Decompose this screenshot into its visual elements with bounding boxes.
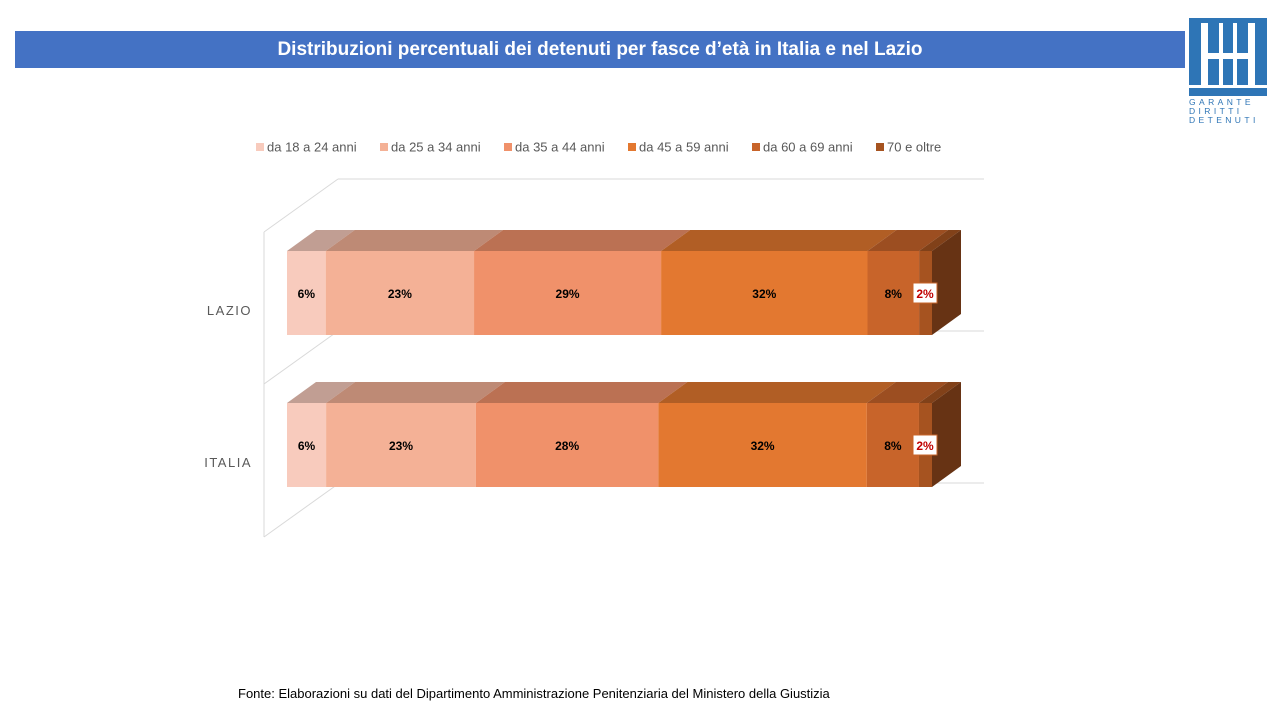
legend-label: da 45 a 59 anni <box>639 140 729 155</box>
data-label: 2% <box>916 439 934 453</box>
bar-segment <box>287 403 327 487</box>
legend-label: da 60 a 69 anni <box>763 140 853 155</box>
logo-text-detenuti: DETENUTI <box>1189 115 1259 125</box>
category-divider-line <box>263 330 339 385</box>
data-label: 32% <box>751 439 775 453</box>
bar-row-lazio <box>287 230 961 335</box>
data-label: 29% <box>556 287 580 301</box>
bar-segment <box>474 251 662 335</box>
logo-text-garante: GARANTE <box>1189 97 1254 107</box>
data-label: 6% <box>298 287 316 301</box>
side-wall-bottom-edge <box>263 483 339 538</box>
bar-segment-top <box>867 230 949 251</box>
bar-segment-top <box>661 230 897 251</box>
chart-frame <box>263 178 984 538</box>
bar-segment <box>475 403 659 487</box>
side-wall-top-edge <box>263 178 339 233</box>
legend-label: da 25 a 34 anni <box>391 140 481 155</box>
bar-segment-top <box>287 230 355 251</box>
garante-logo: GARANTE DIRITTI DETENUTI <box>1189 18 1269 126</box>
source-note: Fonte: Elaborazioni su dati del Dipartim… <box>238 686 830 701</box>
legend-swatch <box>876 143 884 151</box>
legend-swatch <box>752 143 760 151</box>
legend-label: 70 e oltre <box>887 140 941 155</box>
legend-item: da 45 a 59 anni <box>628 140 729 155</box>
bar-segment <box>325 251 475 335</box>
data-label: 8% <box>885 287 903 301</box>
legend-label: da 18 a 24 anni <box>267 140 357 155</box>
page-title: Distribuzioni percentuali dei detenuti p… <box>277 38 923 60</box>
data-label-box <box>912 282 938 304</box>
data-label-box <box>912 434 938 456</box>
data-label: 8% <box>884 439 902 453</box>
bar-segment-top <box>474 230 691 251</box>
bar-segment <box>326 403 476 487</box>
legend-item: da 60 a 69 anni <box>752 140 853 155</box>
data-label: 23% <box>388 287 412 301</box>
category-label: ITALIA <box>204 455 252 470</box>
chart-bars <box>287 230 961 487</box>
chart-labels: LAZIO ITALIA 6% 23% 29% 32% 8% 2% 6% 23% 28% 32% 8% 2… <box>204 282 938 470</box>
data-label: 6% <box>298 439 316 453</box>
bar-end-face <box>932 382 961 487</box>
data-label: 28% <box>555 439 579 453</box>
bar-segment-top <box>325 230 504 251</box>
bar-segment-top <box>866 382 948 403</box>
legend-item: da 35 a 44 anni <box>504 140 605 155</box>
legend-swatch <box>380 143 388 151</box>
bar-segment <box>866 403 919 487</box>
legend-item: da 25 a 34 anni <box>380 140 481 155</box>
data-label: 23% <box>389 439 413 453</box>
legend-item: 70 e oltre <box>876 140 941 155</box>
bar-segment-top <box>475 382 688 403</box>
legend-swatch <box>504 143 512 151</box>
bar-row-italia <box>287 382 961 487</box>
chart-title-bar: Distribuzioni percentuali dei detenuti p… <box>15 31 1185 68</box>
bar-end-face <box>932 230 961 335</box>
bar-segment <box>658 403 867 487</box>
bar-segment-top <box>658 382 896 403</box>
bar-segment-top <box>287 382 356 403</box>
bar-segment-top <box>919 230 961 251</box>
bar-segment <box>867 251 920 335</box>
chart-legend: da 18 a 24 anni da 25 a 34 anni da 35 a 44… <box>256 140 941 155</box>
bar-segment-top <box>918 382 961 403</box>
category-label: LAZIO <box>207 303 252 318</box>
legend-label: da 35 a 44 anni <box>515 140 605 155</box>
bar-segment <box>287 251 326 335</box>
legend-item: da 18 a 24 anni <box>256 140 357 155</box>
logo-mark-icon <box>1189 18 1267 96</box>
legend-swatch <box>256 143 264 151</box>
data-label: 2% <box>916 287 934 301</box>
bar-segment <box>661 251 868 335</box>
logo-text-diritti: DIRITTI <box>1189 106 1243 116</box>
bar-segment-top <box>326 382 505 403</box>
data-label: 32% <box>752 287 776 301</box>
legend-swatch <box>628 143 636 151</box>
